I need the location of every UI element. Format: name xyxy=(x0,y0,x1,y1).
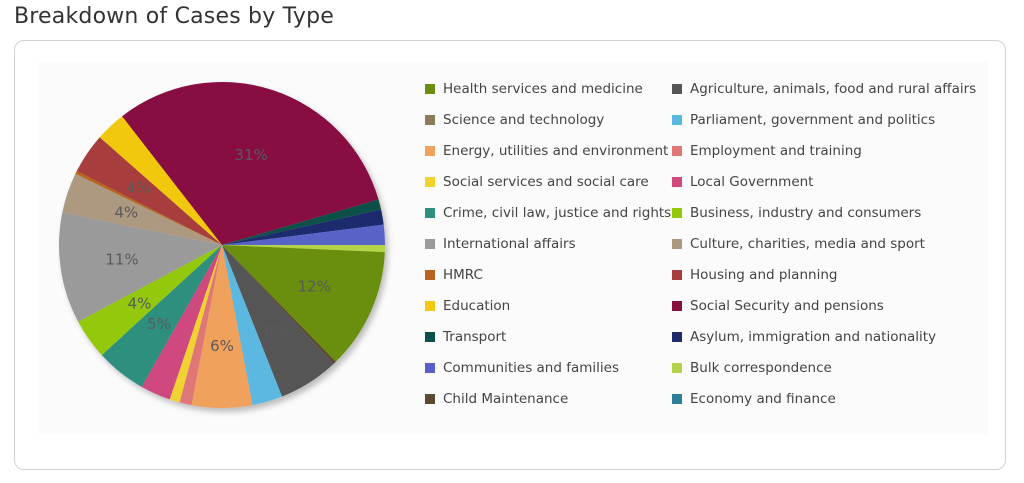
legend-item-science-and-technology[interactable]: Science and technology xyxy=(425,112,604,128)
data-label-housing-and-planning: 4% xyxy=(127,179,151,197)
legend-label: Science and technology xyxy=(443,112,605,128)
legend-swatch xyxy=(672,394,682,404)
legend-label: Business, industry and consumers xyxy=(690,205,922,221)
pie-slice-hmrc[interactable] xyxy=(75,170,222,245)
legend-swatch xyxy=(672,301,682,311)
legend-item-transport[interactable]: Transport xyxy=(425,329,506,345)
pie-slice-energy-utilities-and-environment[interactable] xyxy=(191,245,253,408)
legend-item-parliament-government-and-politics[interactable]: Parliament, government and politics xyxy=(672,112,935,128)
data-label-culture-charities-media-and-sport: 4% xyxy=(114,204,138,222)
legend-swatch xyxy=(425,239,435,249)
legend-item-business-industry-and-consumers[interactable]: Business, industry and consumers xyxy=(672,205,921,221)
legend-label: Housing and planning xyxy=(690,267,838,283)
legend-item-energy-utilities-and-environment[interactable]: Energy, utilities and environment xyxy=(425,143,668,159)
legend-label: Asylum, immigration and nationality xyxy=(690,329,937,345)
legend-item-education[interactable]: Education xyxy=(425,298,510,314)
pie-slice-child-maintenance[interactable] xyxy=(222,245,336,364)
pie-slice-parliament-government-and-politics[interactable] xyxy=(222,245,283,406)
pie-slice-social-security-and-pensions[interactable] xyxy=(122,82,379,245)
legend-item-agriculture-animals-food-and-rural-affairs[interactable]: Agriculture, animals, food and rural aff… xyxy=(672,81,976,97)
pie-slice-business-industry-and-consumers[interactable] xyxy=(78,245,223,356)
legend-item-international-affairs[interactable]: International affairs xyxy=(425,236,576,252)
legend-label: Social Security and pensions xyxy=(690,298,884,314)
legend-item-local-government[interactable]: Local Government xyxy=(672,174,813,190)
legend-item-employment-and-training[interactable]: Employment and training xyxy=(672,143,862,159)
legend-swatch xyxy=(425,208,435,218)
legend-label: Transport xyxy=(443,329,507,345)
pie-slice-international-affairs[interactable] xyxy=(58,212,222,322)
pie-slice-culture-charities-media-and-sport[interactable] xyxy=(62,173,222,245)
legend-swatch xyxy=(425,84,435,94)
legend-label: Child Maintenance xyxy=(443,391,569,407)
pie-slice-health-services-and-medicine[interactable] xyxy=(222,245,385,362)
legend-item-crime-civil-law-justice-and-rights[interactable]: Crime, civil law, justice and rights xyxy=(425,205,671,221)
legend-item-culture-charities-media-and-sport[interactable]: Culture, charities, media and sport xyxy=(672,236,925,252)
data-label-health-services-and-medicine: 12% xyxy=(298,277,331,295)
legend-item-hmrc[interactable]: HMRC xyxy=(425,267,483,283)
legend-item-social-security-and-pensions[interactable]: Social Security and pensions xyxy=(672,298,884,314)
legend-item-communities-and-families[interactable]: Communities and families xyxy=(425,360,619,376)
legend-label: Education xyxy=(443,298,511,314)
legend-swatch xyxy=(425,115,435,125)
legend-item-housing-and-planning[interactable]: Housing and planning xyxy=(672,267,837,283)
legend-item-social-services-and-social-care[interactable]: Social services and social care xyxy=(425,174,649,190)
legend-item-child-maintenance[interactable]: Child Maintenance xyxy=(425,391,568,407)
data-label-crime-civil-law-justice-and-rights: 5% xyxy=(147,315,171,333)
legend-swatch xyxy=(425,177,435,187)
legend-label: HMRC xyxy=(443,267,483,283)
legend-label: Communities and families xyxy=(443,360,619,376)
legend-label: Agriculture, animals, food and rural aff… xyxy=(690,81,977,97)
legend-item-asylum-immigration-and-nationality[interactable]: Asylum, immigration and nationality xyxy=(672,329,936,345)
data-label-business-industry-and-consumers: 4% xyxy=(128,294,152,312)
legend-label: Local Government xyxy=(690,174,814,190)
legend-label: Health services and medicine xyxy=(443,81,643,97)
data-label-agriculture-animals-food-and-rural-affairs: 6% xyxy=(264,321,288,339)
legend-swatch xyxy=(672,239,682,249)
legend-item-health-services-and-medicine[interactable]: Health services and medicine xyxy=(425,81,643,97)
pie-slice-communities-and-families[interactable] xyxy=(222,224,385,245)
pie-slice-agriculture-animals-food-and-rural-affairs[interactable] xyxy=(222,245,334,397)
legend-label: Employment and training xyxy=(690,143,862,159)
legend-swatch xyxy=(672,363,682,373)
legend-swatch xyxy=(672,115,682,125)
legend-swatch xyxy=(672,84,682,94)
legend-swatch xyxy=(672,177,682,187)
legend-swatch xyxy=(425,270,435,280)
pie-slice-transport[interactable] xyxy=(222,199,382,245)
data-label-social-security-and-pensions: 31% xyxy=(235,146,268,164)
legend-label: International affairs xyxy=(443,236,576,252)
data-label-energy-utilities-and-environment: 6% xyxy=(210,337,234,355)
legend-swatch xyxy=(672,332,682,342)
legend-label: Crime, civil law, justice and rights xyxy=(443,205,672,221)
legend-swatch xyxy=(425,332,435,342)
legend-swatch xyxy=(425,394,435,404)
pie-slice-education[interactable] xyxy=(99,116,222,245)
pie-slice-housing-and-planning[interactable] xyxy=(76,137,223,245)
legend-label: Economy and finance xyxy=(690,391,836,407)
legend-label: Energy, utilities and environment xyxy=(443,143,669,159)
pie-slice-asylum-immigration-and-nationality[interactable] xyxy=(222,209,384,245)
pie-chart: 12% 6% 6% 5% 4% 11% 4% 4% 31% xyxy=(58,82,385,408)
legend-label: Parliament, government and politics xyxy=(690,112,936,128)
legend-label: Social services and social care xyxy=(443,174,649,190)
legend-item-economy-and-finance[interactable]: Economy and finance xyxy=(672,391,836,407)
legend-item-bulk-correspondence[interactable]: Bulk correspondence xyxy=(672,360,832,376)
chart-plot-area: 12% 6% 6% 5% 4% 11% 4% 4% 31% Health services an… xyxy=(38,62,988,434)
legend-label: Culture, charities, media and sport xyxy=(690,236,925,252)
pie-slice-social-services-and-social-care[interactable] xyxy=(169,245,222,403)
pie-slice-local-government[interactable] xyxy=(141,245,222,400)
data-label-international-affairs: 11% xyxy=(105,251,138,269)
legend-swatch xyxy=(425,301,435,311)
legend-swatch xyxy=(425,363,435,373)
legend-swatch xyxy=(672,270,682,280)
legend-swatch xyxy=(672,146,682,156)
legend-label: Bulk correspondence xyxy=(690,360,832,376)
legend-swatch xyxy=(425,146,435,156)
pie-slice-employment-and-training[interactable] xyxy=(179,245,222,406)
legend-swatch xyxy=(672,208,682,218)
pie-slice-crime-civil-law-justice-and-rights[interactable] xyxy=(101,245,222,387)
pie-slice-bulk-correspondence[interactable] xyxy=(222,245,385,253)
page-title: Breakdown of Cases by Type xyxy=(14,4,334,29)
